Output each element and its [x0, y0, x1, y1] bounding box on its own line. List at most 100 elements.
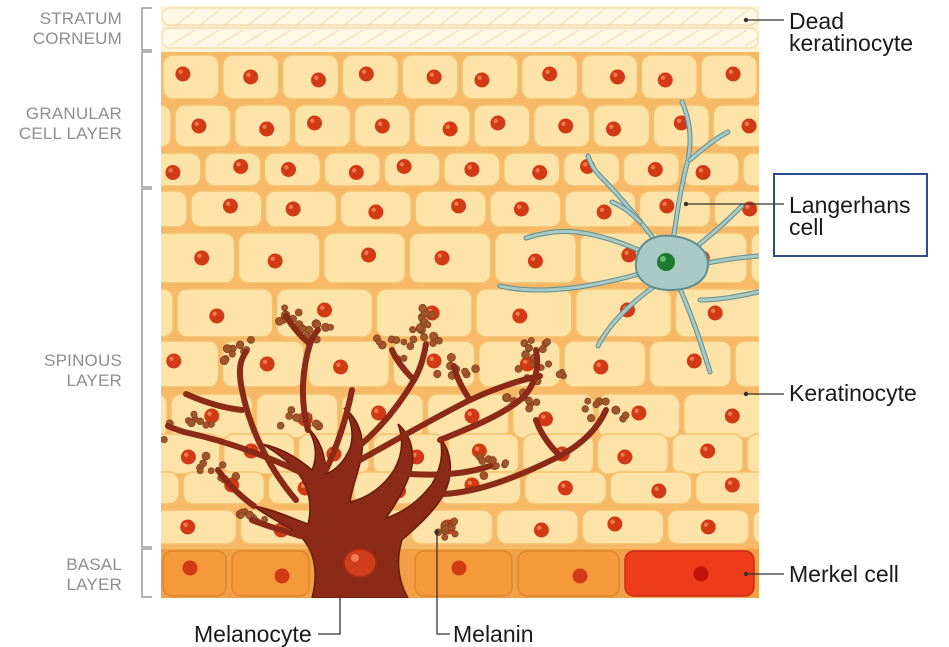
keratinocyte-nucleus	[532, 165, 548, 180]
melanin-granule	[488, 456, 497, 465]
keratinocyte-cell	[383, 152, 441, 187]
nucleus-highlight	[777, 73, 781, 77]
basal-nucleus	[274, 568, 290, 584]
label-stratum-corneum-line2: CORNEUM	[32, 29, 122, 48]
stratum-corneum-cells	[161, 6, 759, 52]
melanin-granule	[601, 397, 610, 406]
keratinocyte-cell	[281, 54, 340, 100]
nucleus-highlight	[535, 168, 540, 173]
corneum-texture-line	[318, 8, 342, 27]
keratinocyte-cell	[592, 104, 651, 148]
nucleus-highlight	[763, 360, 767, 364]
keratinocyte-cell	[734, 340, 759, 388]
keratinocyte-nucleus	[175, 66, 191, 82]
melanin-granule	[201, 451, 211, 461]
corneum-texture-line	[312, 29, 340, 47]
nucleus-highlight	[361, 69, 367, 75]
keratinocyte-nucleus	[358, 66, 374, 82]
keratinocyte-cell	[161, 232, 236, 284]
melanin-granule	[219, 461, 227, 469]
nucleus-highlight	[300, 483, 306, 488]
nucleus-highlight	[531, 256, 536, 261]
nucleus-highlight	[515, 311, 520, 316]
corneum-texture-line	[582, 8, 606, 27]
melanin-granule	[161, 436, 168, 444]
nucleus-highlight	[745, 204, 750, 209]
nucleus-highlight	[477, 75, 482, 81]
merkel-cell	[624, 550, 755, 597]
keratinocyte-nucleus	[111, 406, 126, 421]
melanin-granule	[409, 335, 418, 344]
melanin-granule	[392, 336, 401, 344]
keratinocyte-cell	[293, 104, 352, 148]
keratinocyte-cell	[461, 54, 519, 100]
layer-bracket	[141, 7, 152, 51]
nucleus-highlight	[596, 362, 601, 367]
keratinocyte-cell	[742, 152, 759, 187]
melanin-granule	[281, 304, 288, 312]
melanin-granule	[532, 398, 541, 406]
melanin-granule	[207, 467, 215, 475]
keratinocyte-nucleus	[361, 247, 377, 263]
keratinocyte-cell	[746, 433, 759, 475]
langerhans-nucleus	[657, 253, 675, 271]
corneum-texture-line	[240, 29, 268, 47]
melanocyte-nucleus	[343, 548, 377, 578]
nucleus-highlight	[541, 414, 546, 419]
melanin-granule	[275, 317, 284, 326]
nucleus-highlight	[583, 162, 588, 167]
nucleus-highlight	[114, 409, 118, 413]
nucleus-highlight	[767, 162, 771, 166]
melanocyte-dendrite	[183, 391, 245, 413]
corneum-texture-line	[288, 29, 316, 47]
melanin-granule	[450, 517, 459, 526]
nucleus-highlight	[111, 67, 115, 71]
melanin-granule	[524, 344, 532, 352]
keratinocyte-cell	[161, 394, 168, 438]
keratinocyte-cell	[307, 340, 390, 388]
melanin-granule	[228, 350, 236, 358]
keratinocyte-cell	[761, 55, 817, 99]
corneum-texture-line	[606, 8, 630, 27]
keratinocyte-nucleus	[724, 408, 740, 424]
keratinocyte-nucleus	[285, 201, 301, 217]
nucleus-highlight	[284, 165, 289, 170]
corneum-texture-line	[246, 8, 270, 27]
melanin-granule	[493, 462, 500, 470]
keratinocyte-cell	[204, 152, 262, 187]
keratinocyte-nucleus	[108, 64, 123, 79]
melanin-granule	[479, 471, 489, 480]
langerhans-dendrite	[498, 266, 662, 292]
label-basal-line2: LAYER	[66, 575, 122, 594]
keratinocyte-nucleus	[374, 118, 390, 134]
melanocyte-dendrite	[357, 373, 543, 463]
keratinocyte-cell	[596, 433, 669, 475]
melanin-granule	[461, 367, 469, 376]
keratinocyte-cell	[161, 340, 220, 388]
keratinocyte-nucleus	[131, 484, 146, 499]
keratinocyte-nucleus	[434, 250, 450, 266]
nucleus-highlight	[689, 356, 695, 361]
leader-dot	[683, 201, 689, 207]
label-spinous-line2: LAYER	[66, 371, 122, 390]
nucleus-highlight	[454, 201, 459, 206]
melanin-granule	[521, 350, 530, 359]
corneum-texture-line	[198, 8, 222, 27]
nucleus-highlight	[650, 165, 656, 170]
keratinocyte-nucleus	[512, 308, 528, 324]
nucleus-highlight	[371, 207, 376, 212]
layer-bracket	[141, 548, 152, 598]
nucleus-highlight	[262, 359, 268, 364]
melanin-granule	[416, 323, 425, 332]
corneum-texture-line	[486, 8, 510, 27]
nucleus-highlight	[194, 121, 199, 127]
nucleus-highlight	[351, 168, 357, 173]
melanocyte-cell	[165, 313, 609, 598]
melanocyte-dendrite	[283, 313, 313, 347]
keratinocyte-nucleus	[209, 308, 225, 324]
keratinocyte-nucleus	[166, 353, 182, 369]
keratinocyte-nucleus	[102, 306, 117, 321]
melanocyte-dendrite	[165, 423, 303, 475]
callout-langerhans-line1: Langerhans	[789, 192, 911, 218]
basal-nucleus	[693, 566, 709, 582]
